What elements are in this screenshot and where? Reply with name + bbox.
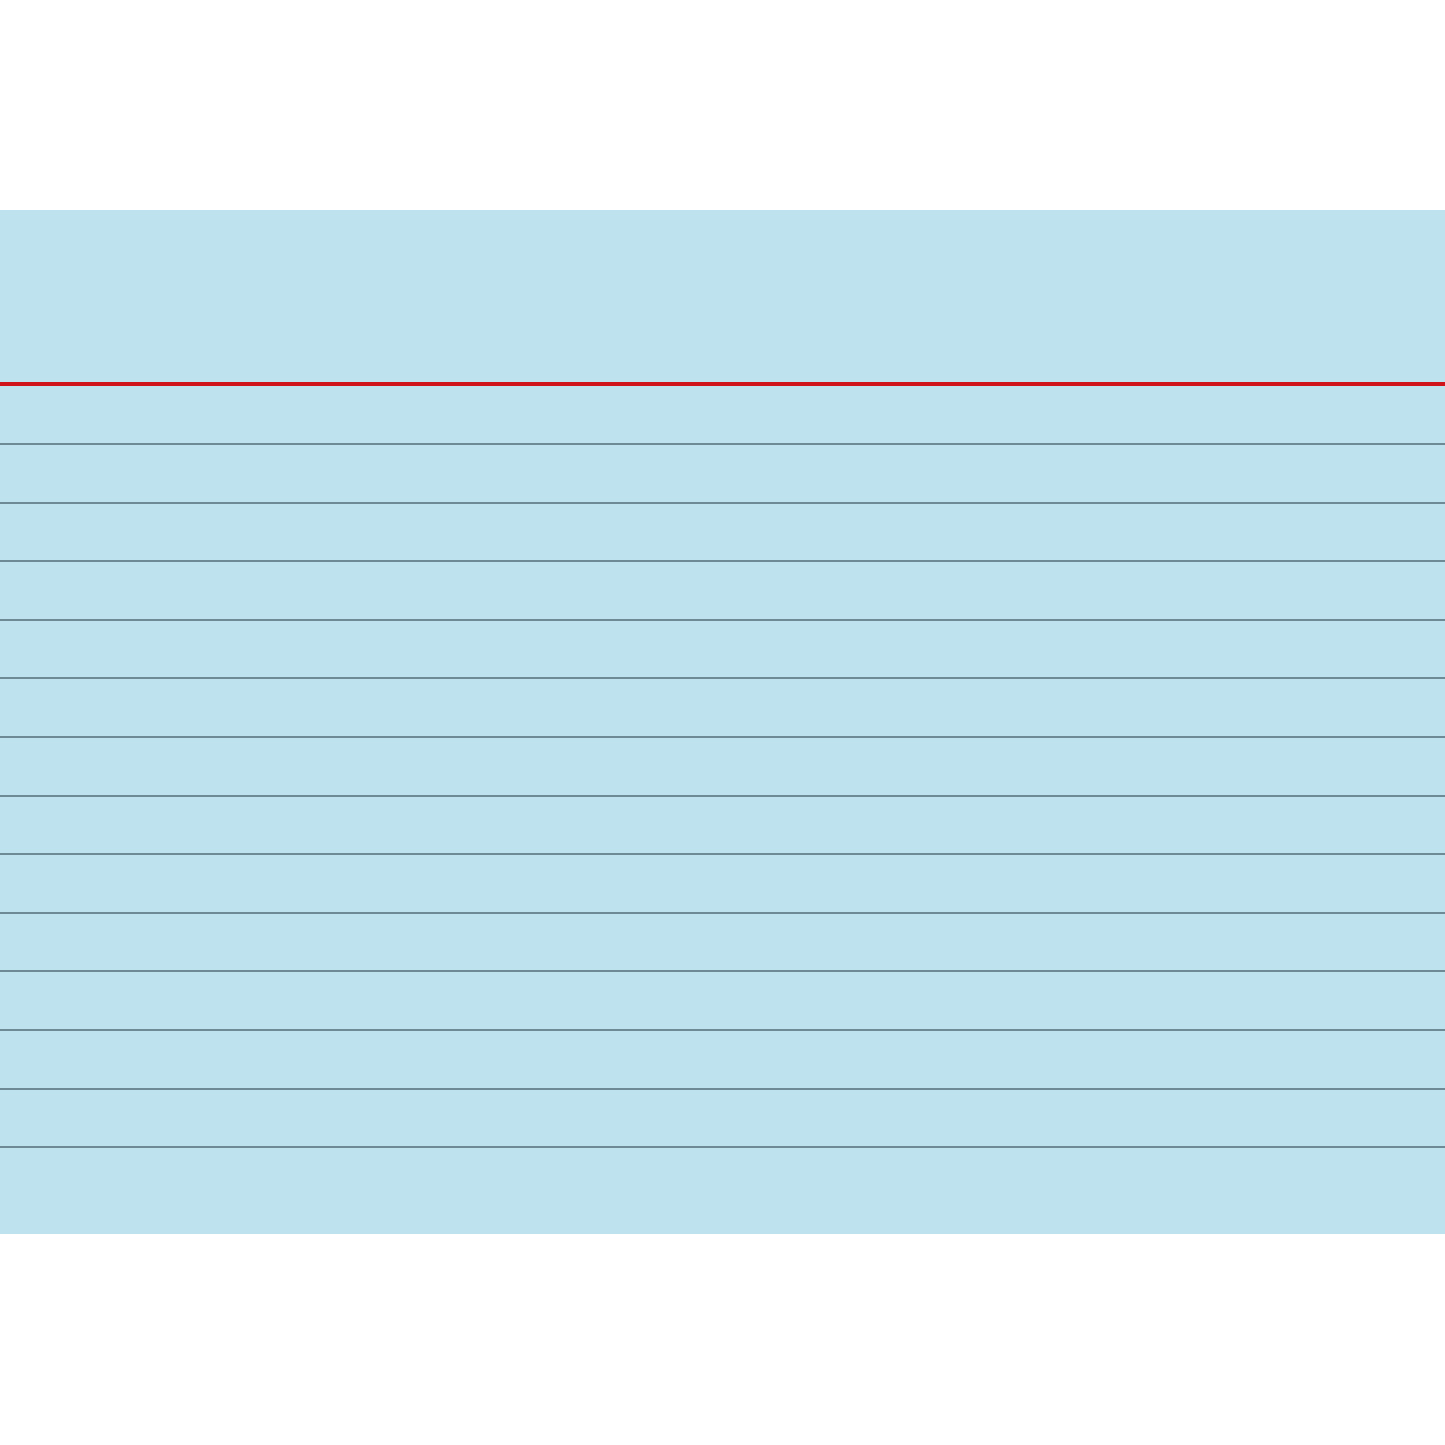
ruled-line	[0, 795, 1445, 797]
ruled-line	[0, 443, 1445, 445]
ruled-line	[0, 560, 1445, 562]
ruled-line	[0, 1088, 1445, 1090]
ruled-line	[0, 619, 1445, 621]
ruled-line	[0, 970, 1445, 972]
ruled-line	[0, 1029, 1445, 1031]
ruled-line	[0, 1146, 1445, 1148]
ruled-line	[0, 853, 1445, 855]
ruled-line	[0, 912, 1445, 914]
ruled-line	[0, 736, 1445, 738]
ruled-line	[0, 677, 1445, 679]
ruled-line	[0, 502, 1445, 504]
index-card	[0, 210, 1445, 1234]
header-rule-red	[0, 382, 1445, 386]
